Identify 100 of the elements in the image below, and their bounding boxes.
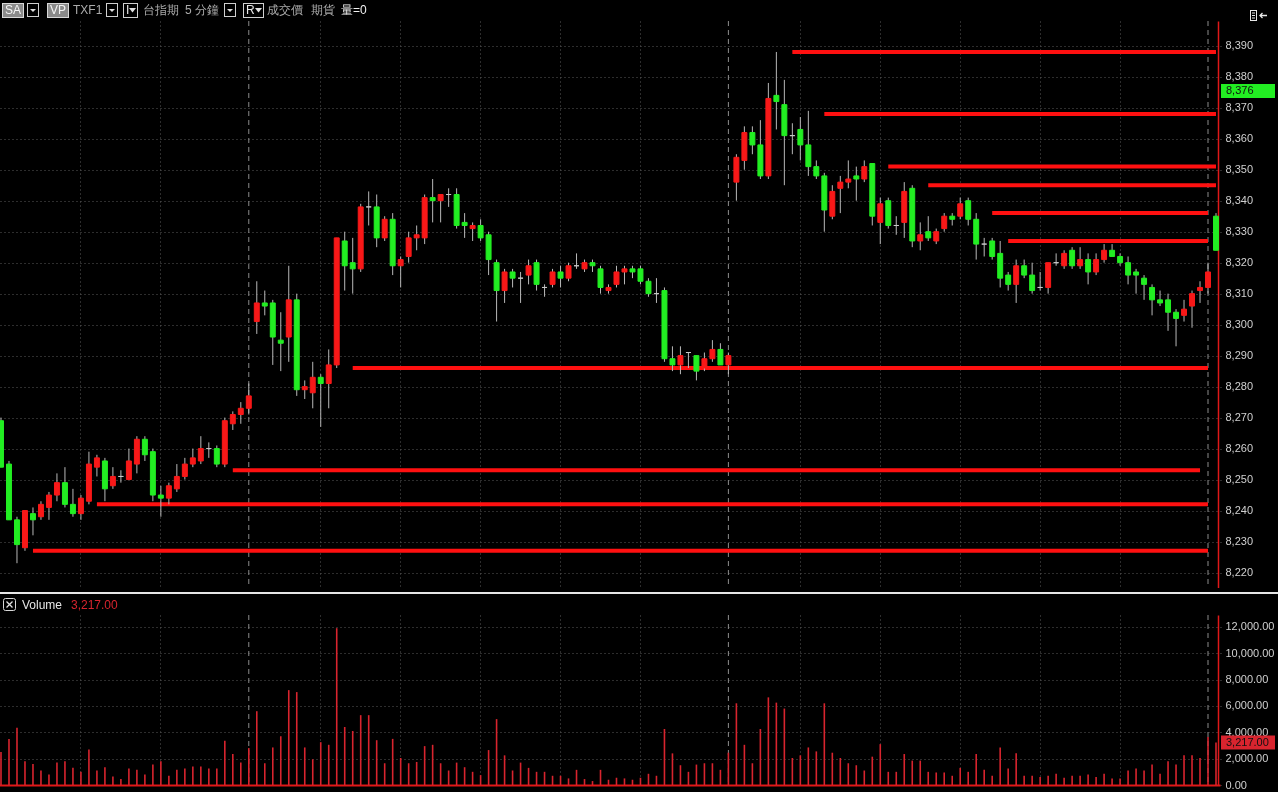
candlestick: [549, 268, 556, 288]
y-tick-label: 4,000.00: [1225, 725, 1269, 738]
dropdown-button: R: [243, 3, 264, 18]
candlestick: [61, 466, 68, 508]
dropdown-button: I: [123, 3, 139, 18]
candlestick: [405, 231, 412, 264]
candlestick: [805, 110, 812, 177]
candlestick: [77, 494, 84, 521]
candlestick: [501, 268, 508, 304]
candlestick: [1109, 243, 1116, 257]
candlestick: [253, 280, 260, 335]
candlestick: [109, 466, 116, 490]
candlestick: [325, 348, 332, 409]
candlestick: [917, 221, 924, 251]
candlestick: [45, 491, 52, 521]
candlestick: [141, 435, 148, 462]
candlestick: [349, 237, 356, 295]
candlestick: [853, 166, 860, 202]
candlestick: [1077, 246, 1084, 270]
candlestick: [1125, 255, 1132, 285]
candlestick: [693, 355, 700, 381]
y-tick-label: 10,000.00: [1225, 646, 1275, 659]
candlestick: [989, 237, 996, 261]
candlestick: [261, 290, 268, 316]
y-tick-label: 8,290: [1225, 349, 1254, 362]
text: 8,376: [1226, 84, 1254, 96]
y-tick-label: 12,000.00: [1225, 620, 1275, 633]
y-tick-label: 8,240: [1225, 504, 1254, 517]
y-tick-label: 8,370: [1225, 101, 1254, 114]
toolbar-button: VP: [47, 3, 69, 18]
candlestick: [37, 500, 44, 521]
candlestick: [197, 435, 204, 465]
text: 量=0: [341, 3, 367, 17]
candlestick: [813, 159, 820, 180]
y-tick-label: 8,360: [1225, 132, 1254, 145]
candlestick: [965, 197, 972, 226]
candlestick: [877, 197, 884, 245]
candlestick: [469, 221, 476, 242]
candlestick: [509, 268, 516, 288]
toolbar-button: SA: [2, 3, 24, 18]
candlestick: [1189, 290, 1195, 329]
y-tick-label: 8,330: [1225, 225, 1254, 238]
candlestick: [29, 506, 36, 536]
candlestick: [189, 448, 196, 468]
candlestick: [365, 190, 372, 226]
candlestick: [173, 463, 180, 493]
text: 期貨: [311, 3, 335, 17]
candlestick: [1029, 262, 1036, 295]
text: 3,217.00: [1226, 735, 1269, 748]
candlestick: [277, 311, 284, 372]
candlestick: [1173, 308, 1180, 347]
candlestick: [437, 194, 444, 223]
candlestick: [69, 488, 76, 518]
candlestick: [557, 265, 564, 288]
candlestick: [1021, 259, 1028, 279]
candlestick: [1157, 290, 1164, 307]
y-tick-label: 8,380: [1225, 70, 1254, 83]
candlestick: [93, 454, 100, 477]
candlestick: [565, 262, 572, 282]
candlestick: [317, 373, 324, 428]
candlestick: [157, 485, 164, 518]
candlestick: [1165, 293, 1172, 332]
y-tick-label: 6,000.00: [1225, 699, 1269, 712]
candlestick: [301, 379, 308, 400]
text: 3,217.00: [71, 598, 118, 612]
candlestick: [309, 361, 316, 409]
text: 成交價: [267, 3, 303, 17]
candlestick: [397, 255, 404, 288]
chart-title: Volume: [22, 598, 63, 612]
candlestick: [213, 444, 220, 468]
candlestick: [1149, 283, 1156, 316]
candlestick: [1069, 246, 1076, 270]
y-tick-label: 8,270: [1225, 411, 1254, 424]
y-tick-label: 8,280: [1225, 380, 1254, 393]
y-tick-label: 8,350: [1225, 163, 1254, 176]
candlestick: [413, 224, 420, 251]
candlestick: [229, 410, 236, 431]
y-tick-label: 8,250: [1225, 473, 1254, 486]
y-tick-label: 8,000.00: [1225, 673, 1269, 686]
candlestick: [1181, 299, 1188, 323]
candlestick: [837, 175, 844, 214]
candlestick: [1197, 280, 1203, 304]
candlestick: [717, 342, 724, 366]
y-tick-label: 8,340: [1225, 194, 1254, 207]
y-tick-label: 8,310: [1225, 287, 1254, 300]
candlestick: [533, 259, 540, 292]
y-tick-label: 8,260: [1225, 442, 1254, 455]
candlestick: [1205, 262, 1211, 295]
candlestick: [245, 383, 252, 415]
candlestick: [429, 178, 436, 223]
candlestick: [1061, 249, 1068, 270]
candlestick: [181, 457, 188, 481]
text: 5 分鐘: [185, 3, 220, 17]
candlestick: [125, 448, 132, 481]
text: TXF1: [73, 3, 103, 17]
candlestick: [1133, 268, 1140, 295]
candlestick: [525, 259, 532, 285]
candlestick: [1085, 252, 1092, 285]
candlestick: [597, 265, 604, 295]
text: 台指期: [143, 3, 179, 17]
